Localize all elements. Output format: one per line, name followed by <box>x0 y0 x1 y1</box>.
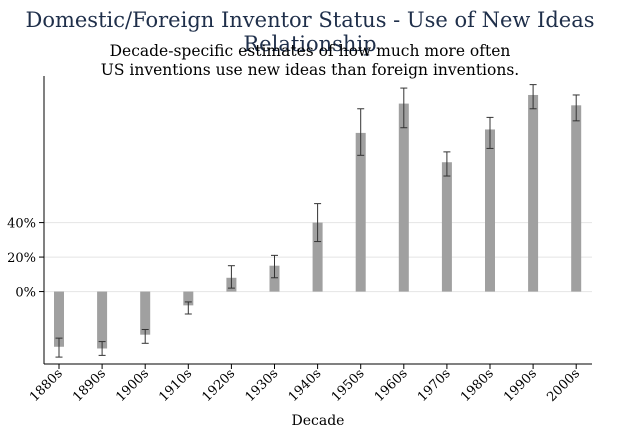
y-ticks: 0% 20% 40% <box>7 217 44 301</box>
bar <box>54 291 64 347</box>
y-tick-label: 40% <box>7 217 36 232</box>
x-tick-label: 1900s <box>113 366 152 405</box>
x-tick-label: 1930s <box>243 366 282 405</box>
error-bar <box>400 87 408 129</box>
error-bar <box>227 265 235 289</box>
error-bar <box>357 108 365 156</box>
error-bar <box>141 329 149 344</box>
error-bar <box>443 151 451 177</box>
bar <box>441 162 452 292</box>
x-tick-label: 2000s <box>544 366 583 405</box>
x-ticks: 1880s 1890s 1900s 1910s 1920s 1930s 1940s 1950s… <box>27 364 583 405</box>
error-bar <box>98 341 106 356</box>
error-bar <box>572 94 580 122</box>
bar <box>140 291 151 335</box>
error-bar <box>184 301 192 315</box>
bar <box>485 129 495 292</box>
bar <box>269 265 280 292</box>
bar <box>97 291 108 349</box>
bar <box>183 291 194 306</box>
x-tick-label: 1960s <box>372 366 411 405</box>
chart-subtitle: Decade-specific estimates of how much mo… <box>0 42 620 80</box>
x-tick-label: 1920s <box>200 366 239 405</box>
subtitle-line-1: Decade-specific estimates of how much mo… <box>109 42 511 60</box>
x-tick-label: 1880s <box>27 366 66 405</box>
bar <box>398 103 409 292</box>
error-bars <box>55 84 580 358</box>
error-bar <box>314 203 322 243</box>
x-axis-label: Decade <box>292 413 345 429</box>
error-bar <box>55 337 63 358</box>
bar <box>528 94 539 292</box>
x-tick-label: 1910s <box>156 366 195 405</box>
x-tick-label: 1890s <box>70 366 109 405</box>
bar <box>355 132 366 292</box>
chart-title: Domestic/Foreign Inventor Status - Use o… <box>25 8 595 56</box>
y-tick-label: 20% <box>7 251 36 266</box>
y-tick-label: 0% <box>15 286 36 301</box>
bar <box>312 222 323 292</box>
error-bar <box>271 254 278 279</box>
subtitle-line-2: US inventions use new ideas than foreign… <box>100 61 520 79</box>
x-tick-label: 1970s <box>415 366 454 405</box>
x-tick-label: 1980s <box>458 366 497 405</box>
x-tick-label: 1990s <box>501 366 540 405</box>
error-bar <box>529 84 537 110</box>
bar <box>571 105 582 292</box>
x-tick-label: 1940s <box>286 366 325 405</box>
x-tick-label: 1950s <box>329 366 368 405</box>
error-bar <box>486 116 494 149</box>
